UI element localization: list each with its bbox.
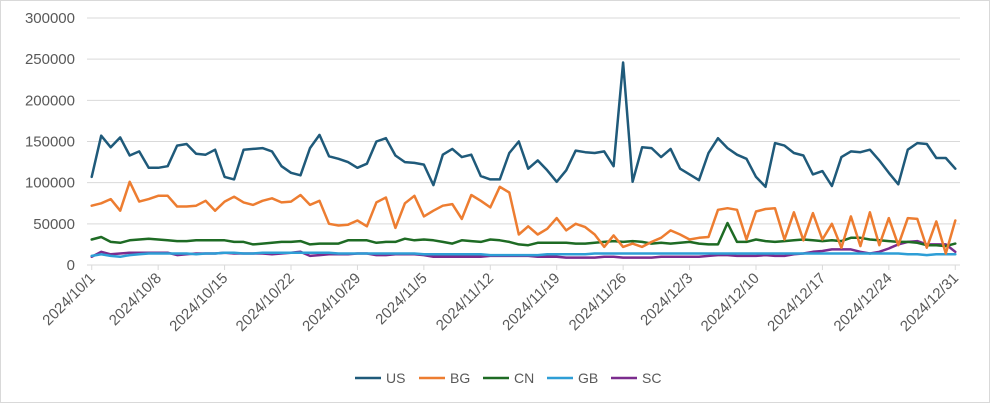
x-tick-label: 2024/11/26 — [566, 270, 630, 334]
x-tick-label: 2024/10/15 — [166, 270, 231, 335]
series-line-gb — [90, 251, 957, 259]
series-line-cn — [90, 221, 957, 248]
x-tick-label: 2024/12/31 — [897, 270, 962, 335]
x-tick-label: 2024/11/12 — [433, 270, 497, 334]
y-tick-label: 300000 — [25, 10, 75, 27]
y-tick-label: 150000 — [25, 134, 75, 151]
x-tick-label: 2024/10/8 — [106, 270, 165, 329]
legend: US BG CN GB SC — [355, 370, 661, 386]
legend-label: CN — [514, 370, 534, 386]
legend-item-us: US — [355, 370, 405, 386]
gridlines — [87, 17, 960, 225]
x-axis — [87, 264, 960, 270]
legend-item-cn: CN — [483, 370, 534, 386]
series-line-us — [90, 61, 957, 189]
y-tick-label: 250000 — [25, 51, 75, 68]
x-tick-label: 2024/10/22 — [233, 270, 298, 335]
y-tick-label: 50000 — [33, 216, 75, 233]
x-tick-label: 2024/12/3 — [637, 270, 696, 329]
x-tick-label: 2024/12/24 — [831, 270, 896, 335]
legend-label: SC — [642, 370, 661, 386]
x-tick-label: 2024/10/29 — [299, 270, 364, 335]
x-tick-label: 2024/11/19 — [499, 270, 563, 334]
x-axis-tick-labels: 2024/10/1 2024/10/8 2024/10/15 2024/10/22 20… — [39, 270, 962, 335]
y-tick-label: 200000 — [25, 92, 75, 109]
y-axis-tick-labels: 0 50000 100000 150000 200000 250000 300000 — [25, 10, 75, 274]
legend-item-sc: SC — [611, 370, 661, 386]
series-line-bg — [90, 180, 957, 255]
legend-label: US — [386, 370, 405, 386]
legend-item-gb: GB — [547, 370, 598, 386]
y-tick-label: 100000 — [25, 175, 75, 192]
legend-label: BG — [450, 370, 470, 386]
x-tick-label: 2024/10/1 — [39, 270, 98, 329]
x-tick-label: 2024/12/17 — [764, 270, 829, 335]
y-tick-label: 0 — [67, 257, 75, 274]
legend-item-bg: BG — [419, 370, 470, 386]
x-tick-label: 2024/11/5 — [372, 270, 430, 328]
legend-label: GB — [578, 370, 598, 386]
series-lines — [90, 61, 957, 259]
x-tick-label: 2024/12/10 — [698, 270, 763, 335]
